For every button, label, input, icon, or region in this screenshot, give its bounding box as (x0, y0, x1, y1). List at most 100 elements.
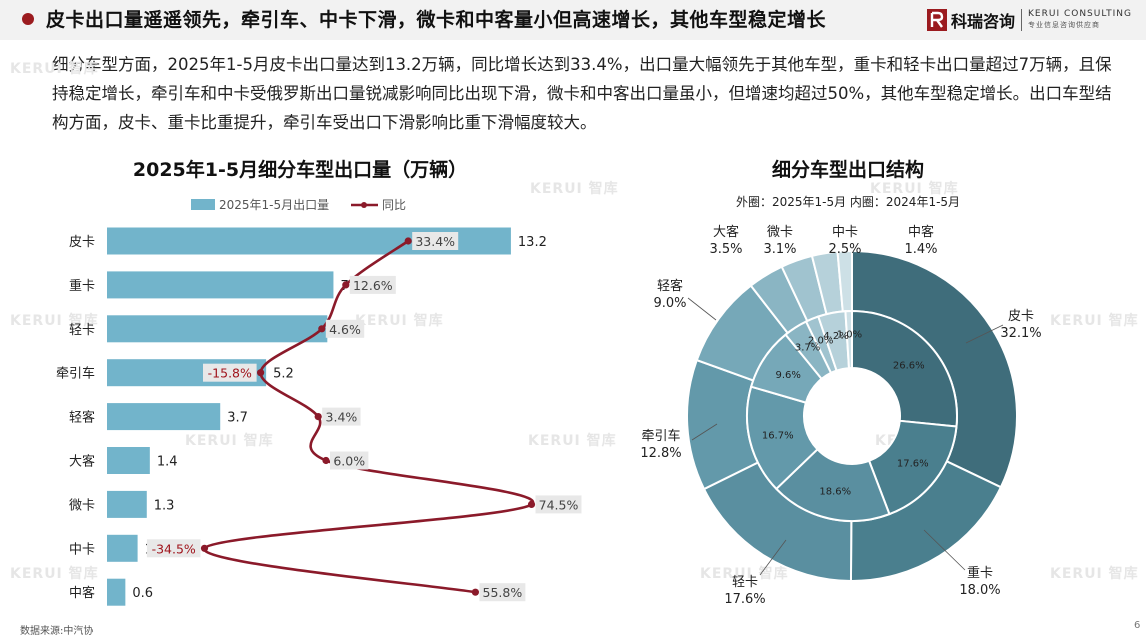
yoy-data-label: 3.4% (326, 410, 358, 425)
bar (107, 534, 138, 562)
outer-category-label: 中客 (908, 224, 934, 240)
yoy-point (257, 369, 265, 377)
watermark: KERUI 智库 (185, 433, 274, 449)
outer-category-label: 轻卡 (732, 575, 758, 590)
outer-data-label: 3.1% (763, 242, 796, 257)
watermark: KERUI 智库 (1050, 313, 1139, 329)
outer-category-label: 微卡 (767, 225, 793, 240)
y-tick-label: 轻卡 (69, 323, 95, 338)
inner-data-label: 1.0% (837, 330, 862, 341)
brand-logo: 科瑞咨询 KERUI CONSULTING 专业信息咨询供应商 (926, 6, 1132, 34)
chart-title: 细分车型出口结构 (772, 158, 924, 181)
yoy-label-box (412, 232, 459, 250)
watermark: KERUI 智库 (700, 566, 789, 582)
yoy-data-label: 55.8% (483, 585, 523, 600)
yoy-label-box (322, 407, 361, 426)
brand-tagline: 专业信息咨询供应商 (1028, 21, 1101, 29)
yoy-data-label: 33.4% (415, 234, 455, 249)
inner-data-label: 2.0% (808, 336, 833, 347)
legend-line-marker (361, 202, 367, 208)
yoy-data-label: 74.5% (539, 497, 579, 512)
y-tick-label: 中卡 (69, 542, 95, 557)
title-bullet-icon (22, 13, 34, 25)
header-bar: 皮卡出口量遥遥领先，牵引车、中卡下滑，微卡和中客量小但高速增长，其他车型稳定增长… (0, 0, 1146, 40)
yoy-label-box (349, 275, 396, 294)
chart-title: 2025年1-5月细分车型出口量（万辆） (133, 158, 467, 181)
bar-data-label: 5.2 (273, 367, 294, 382)
yoy-point (342, 281, 350, 289)
y-tick-label: 牵引车 (56, 366, 95, 382)
yoy-data-label: 6.0% (333, 454, 365, 469)
inner-data-label: 16.7% (762, 430, 794, 441)
inner-data-label: 17.6% (897, 459, 929, 470)
legend-bar-swatch (191, 199, 215, 210)
watermark: KERUI 智库 (355, 313, 444, 329)
yoy-point (200, 544, 209, 552)
outer-category-label: 中卡 (832, 225, 858, 240)
inner-slice (844, 309, 853, 370)
yoy-point (471, 588, 479, 596)
bar-data-label: 13.2 (518, 235, 547, 250)
inner-slice (851, 309, 958, 428)
outer-data-label: 9.0% (653, 296, 686, 311)
y-tick-label: 大客 (69, 454, 95, 470)
leader-line (691, 423, 718, 441)
yoy-point (322, 456, 330, 465)
y-tick-label: 中客 (69, 585, 95, 601)
outer-data-label: 12.8% (640, 446, 681, 461)
watermark: KERUI 智库 (1050, 566, 1139, 582)
yoy-label-box (325, 319, 365, 338)
watermark: KERUI 智库 (10, 566, 99, 582)
outer-category-label: 重卡 (967, 565, 993, 581)
inner-data-label: 9.6% (775, 370, 800, 381)
leader-line (687, 297, 717, 321)
y-tick-label: 轻客 (69, 410, 95, 426)
outer-data-label: 17.6% (724, 592, 765, 607)
kerui-logo-icon (927, 9, 947, 31)
yoy-data-label: 4.6% (329, 322, 361, 337)
page-number: 6 (1134, 620, 1141, 631)
outer-category-label: 大客 (713, 224, 739, 240)
y-tick-label: 皮卡 (69, 235, 95, 250)
legend-line-label: 同比 (382, 198, 406, 212)
summary-paragraph: 细分车型方面，2025年1-5月皮卡出口量达到13.2万辆，同比增长达到33.4… (52, 55, 1112, 132)
yoy-label-box (146, 539, 201, 558)
inner-data-label: 4.2% (823, 331, 848, 342)
outer-category-label: 皮卡 (1008, 309, 1034, 324)
yoy-label-box (479, 583, 526, 602)
watermark: KERUI 智库 (10, 61, 99, 77)
bar-data-label: 1.3 (154, 498, 175, 513)
leader-line (923, 529, 966, 571)
chart-subtitle: 外圈：2025年1-5月 内圈：2024年1-5月 (736, 195, 960, 209)
data-source-note: 数据来源:中汽协 (20, 626, 94, 637)
yoy-point (527, 500, 536, 508)
inner-slice (774, 447, 891, 522)
bar-data-label: 3.7 (227, 411, 248, 426)
inner-data-label: 26.6% (893, 361, 925, 372)
leader-line (965, 324, 1004, 344)
outer-data-label: 18.0% (959, 583, 1000, 598)
bar (107, 315, 328, 343)
yoy-data-label: -34.5% (152, 541, 196, 556)
leader-line (759, 539, 787, 576)
watermark: KERUI 智库 (10, 313, 99, 329)
page-title: 皮卡出口量遥遥领先，牵引车、中卡下滑，微卡和中客量小但高速增长，其他车型稳定增长 (46, 9, 827, 31)
outer-data-label: 2.5% (828, 242, 861, 257)
outer-category-label: 牵引车 (641, 428, 680, 444)
outer-category-label: 轻客 (657, 278, 683, 294)
watermark: KERUI 智库 (870, 181, 959, 197)
bar (107, 490, 147, 518)
yoy-label-box (330, 451, 369, 470)
yoy-point (314, 413, 322, 421)
y-tick-label: 微卡 (69, 498, 95, 513)
brand-divider (1021, 9, 1023, 31)
bar (107, 403, 221, 431)
yoy-point (318, 325, 326, 333)
yoy-data-label: -15.8% (208, 366, 252, 381)
brand-name-cn: 科瑞咨询 (951, 12, 1016, 31)
bar (107, 578, 126, 606)
watermark: KERUI 智库 (528, 433, 617, 449)
outer-data-label: 32.1% (1000, 326, 1041, 341)
